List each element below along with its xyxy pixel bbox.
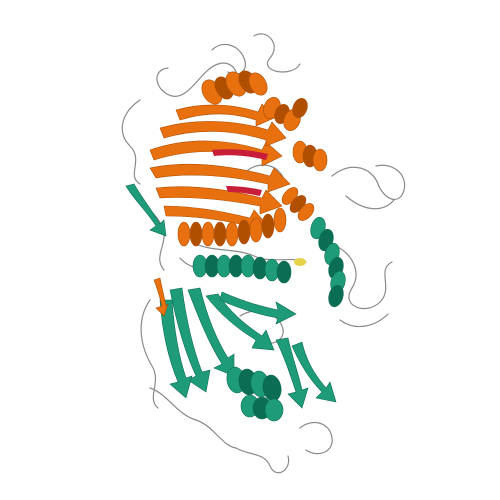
orange-helix-side [281, 187, 315, 221]
red-strand-highlight [226, 186, 262, 196]
loop-bottom-left [149, 387, 237, 449]
orange-helix-right [292, 140, 328, 172]
teal-strand [291, 341, 337, 403]
orange-strand [175, 103, 275, 127]
teal-strand [169, 287, 211, 393]
coil-loops [121, 33, 406, 474]
orange-helix-upper-right [263, 97, 308, 131]
orange-fragment [153, 277, 169, 317]
red-strand-highlight [212, 149, 268, 160]
loop-upper-left [121, 99, 141, 185]
teal-helix-lower-2 [240, 394, 284, 422]
loop-bottom-right [299, 421, 333, 455]
teal-interface-helix [192, 254, 292, 284]
orange-strand [155, 186, 283, 215]
yellow-highlight [294, 258, 306, 266]
loop-right-flap-2 [345, 195, 395, 210]
teal-strand [159, 299, 193, 399]
orange-helix-top [201, 70, 268, 105]
teal-helix-right [310, 216, 346, 308]
orange-domain [149, 70, 328, 247]
orange-strand [149, 163, 291, 193]
loop-right-flap [331, 164, 406, 200]
loop-center-link [195, 243, 307, 263]
loop-bottom-center [235, 447, 290, 474]
teal-strand [205, 293, 275, 351]
loop-top-right [253, 33, 301, 73]
teal-domain [125, 183, 346, 422]
loop-right-lower [339, 313, 389, 328]
orange-strand [149, 140, 283, 167]
loop-left-lower [140, 299, 159, 409]
loop-right-middle [335, 245, 393, 310]
teal-strand [219, 291, 297, 325]
teal-strand-left [125, 183, 167, 237]
loop-top-left [156, 62, 239, 97]
orange-strand [159, 121, 287, 147]
loop-top-center [211, 43, 246, 75]
orange-interface-helix [177, 207, 287, 247]
teal-strand [275, 337, 309, 409]
